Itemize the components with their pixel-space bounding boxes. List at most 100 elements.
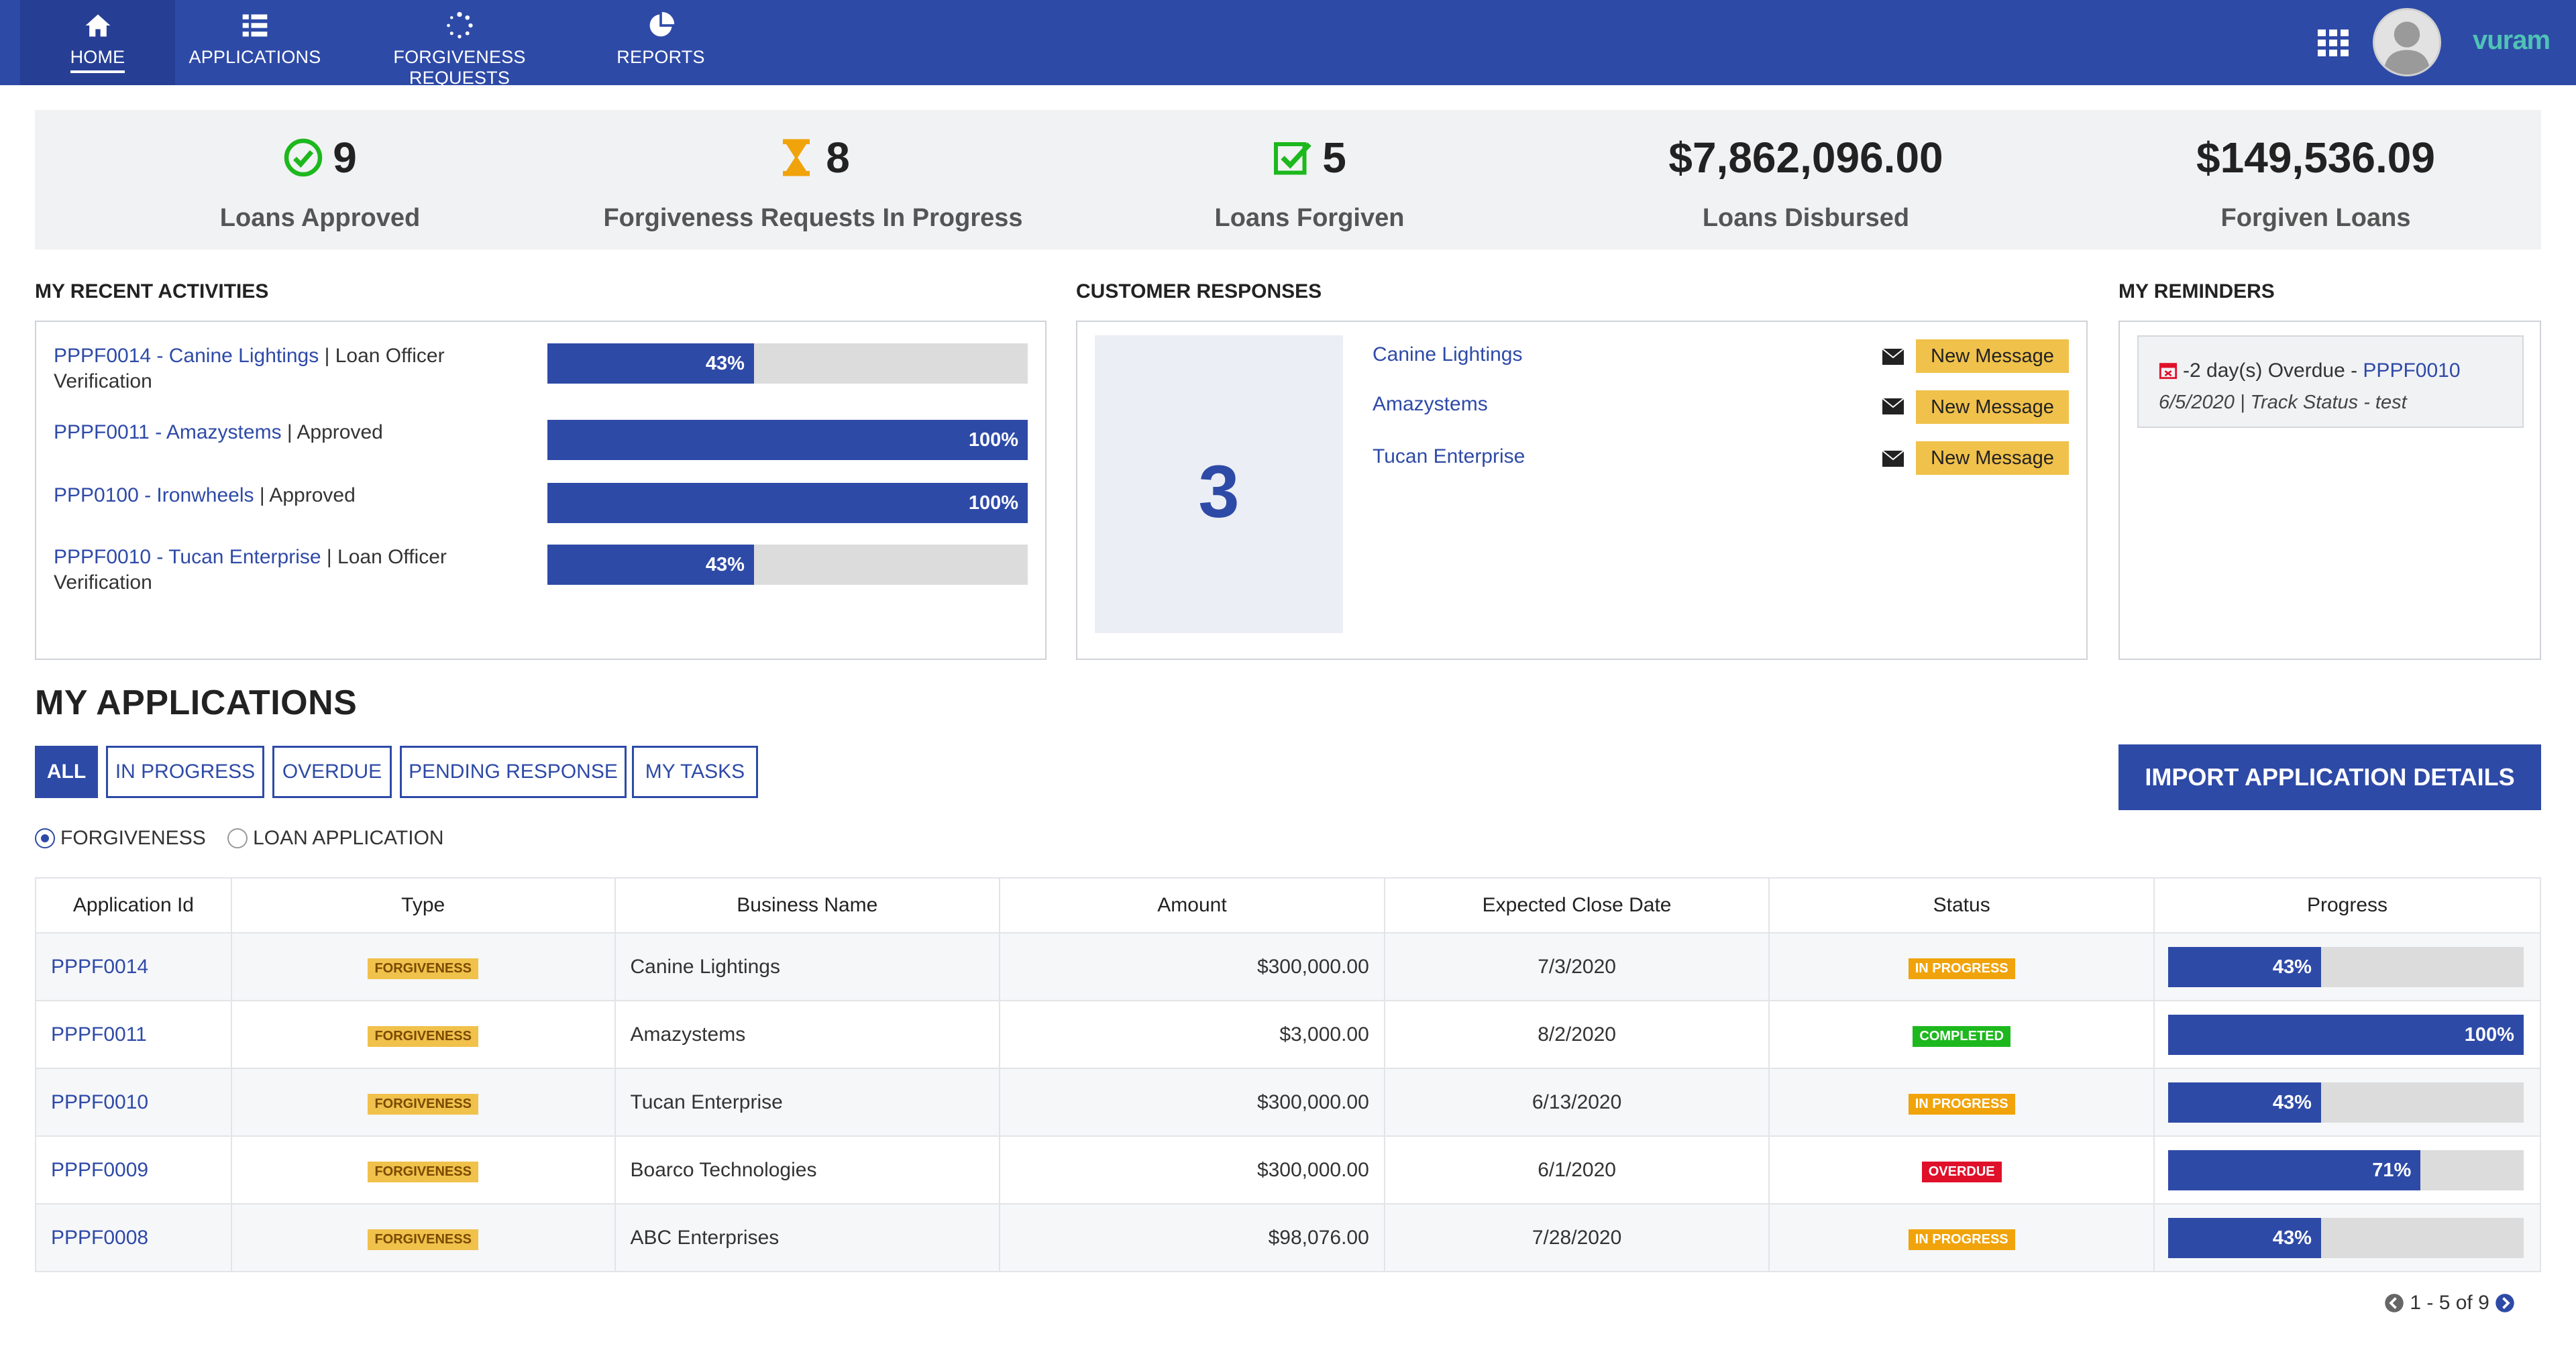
activity-sep: | <box>321 546 338 568</box>
type-badge: FORGIVENESS <box>368 1025 478 1047</box>
reminder-card[interactable]: -2 day(s) Overdue - PPPF0010 6/5/2020 | … <box>2137 335 2524 428</box>
activity-status: Approved <box>269 484 356 506</box>
grid-icon[interactable] <box>2318 30 2349 56</box>
nav-forgiveness-label: FORGIVENESS REQUESTS <box>393 47 526 88</box>
progress-label: 100% <box>2464 1023 2514 1046</box>
response-customer-link[interactable]: Canine Lightings <box>1373 343 1523 366</box>
expected-close-date: 7/3/2020 <box>1383 932 1770 1001</box>
application-type-radio-group: FORGIVENESS LOAN APPLICATION <box>35 827 460 850</box>
status-badge: OVERDUE <box>1921 1161 2002 1182</box>
activity-link[interactable]: PPPF0014 - Canine Lightings <box>54 345 319 367</box>
import-application-details-button[interactable]: IMPORT APPLICATION DETAILS <box>2118 744 2541 810</box>
customer-responses-title: CUSTOMER RESPONSES <box>1076 280 1322 302</box>
col-application-id[interactable]: Application Id <box>35 877 232 934</box>
table-row[interactable]: PPPF0011 FORGIVENESS Amazystems $3,000.0… <box>35 1000 2542 1069</box>
stat-label: Loans Forgiven <box>1214 204 1405 232</box>
status-badge: IN PROGRESS <box>1908 1229 2015 1250</box>
chevron-right-icon[interactable] <box>2495 1293 2515 1313</box>
filter-in-progress[interactable]: IN PROGRESS <box>106 746 264 798</box>
progress-fill <box>547 545 754 585</box>
application-id-link[interactable]: PPPF0009 <box>35 1135 232 1204</box>
application-id-link[interactable]: PPPF0010 <box>35 1068 232 1137</box>
chevron-left-icon[interactable] <box>2384 1293 2404 1313</box>
row-progress-bar: 100% <box>2167 1014 2524 1055</box>
table-row[interactable]: PPPF0014 FORGIVENESS Canine Lightings $3… <box>35 932 2542 1001</box>
progress-label: 100% <box>968 429 1018 451</box>
pagination-range: 1 - 5 of 9 <box>2410 1292 2489 1314</box>
nav-home[interactable]: HOME <box>20 0 175 85</box>
status-badge: IN PROGRESS <box>1908 958 2015 979</box>
activity-link[interactable]: PPPF0011 - Amazystems <box>54 421 282 443</box>
stat-value: $149,536.09 <box>2196 133 2435 182</box>
recent-activities-panel: PPPF0014 - Canine Lightings | Loan Offic… <box>35 321 1046 660</box>
progress-label: 43% <box>2272 1227 2312 1249</box>
nav-applications[interactable]: APPLICATIONS <box>188 0 322 85</box>
col-amount[interactable]: Amount <box>999 877 1385 934</box>
table-row[interactable]: PPPF0009 FORGIVENESS Boarco Technologies… <box>35 1135 2542 1204</box>
amount: $300,000.00 <box>999 932 1385 1001</box>
top-nav: HOME APPLICATIONS FORGIVENESS REQUESTS R… <box>0 0 2576 88</box>
application-id-link[interactable]: PPPF0011 <box>35 1000 232 1069</box>
col-expected-close-date[interactable]: Expected Close Date <box>1383 877 1770 934</box>
my-applications-title: MY APPLICATIONS <box>35 683 358 722</box>
application-id-link[interactable]: PPPF0014 <box>35 932 232 1001</box>
response-count: 3 <box>1198 451 1240 533</box>
hourglass-icon <box>783 139 810 176</box>
nav-reports-label: REPORTS <box>616 47 705 67</box>
radio-forgiveness[interactable] <box>35 828 55 848</box>
progress-fill <box>547 343 754 384</box>
table-header-row: Application Id Type Business Name Amount… <box>35 877 2542 934</box>
avatar[interactable] <box>2373 8 2441 76</box>
expected-close-date: 6/1/2020 <box>1383 1135 1770 1204</box>
col-progress[interactable]: Progress <box>2153 877 2542 934</box>
envelope-icon[interactable] <box>1882 398 1904 414</box>
nav-forgiveness-requests[interactable]: FORGIVENESS REQUESTS <box>349 0 570 88</box>
filter-overdue[interactable]: OVERDUE <box>272 746 392 798</box>
progress-fill <box>2167 1014 2524 1055</box>
progress-fill <box>547 483 1028 523</box>
radio-loan-application[interactable] <box>227 828 248 848</box>
radio-loan-application-label[interactable]: LOAN APPLICATION <box>253 827 444 849</box>
response-customer-link[interactable]: Amazystems <box>1373 393 1488 415</box>
reminder-link[interactable]: PPPF0010 <box>2363 359 2461 382</box>
table-row[interactable]: PPPF0008 FORGIVENESS ABC Enterprises $98… <box>35 1203 2542 1272</box>
activity-status: Loan Officer Verification <box>54 345 445 392</box>
application-id-link[interactable]: PPPF0008 <box>35 1203 232 1272</box>
col-status[interactable]: Status <box>1768 877 2155 934</box>
stat-label: Loans Approved <box>219 204 421 232</box>
table-row[interactable]: PPPF0010 FORGIVENESS Tucan Enterprise $3… <box>35 1068 2542 1137</box>
type-badge: FORGIVENESS <box>368 1161 478 1182</box>
business-name: ABC Enterprises <box>614 1203 1001 1272</box>
new-message-badge[interactable]: New Message <box>1916 390 2069 424</box>
envelope-icon[interactable] <box>1882 349 1904 365</box>
progress-fill <box>2167 1217 2321 1258</box>
progress-fill <box>2167 1149 2421 1190</box>
col-type[interactable]: Type <box>230 877 616 934</box>
activity-sep: | <box>319 345 335 367</box>
expected-close-date: 6/13/2020 <box>1383 1068 1770 1137</box>
envelope-icon[interactable] <box>1882 451 1904 467</box>
recent-activities-title: MY RECENT ACTIVITIES <box>35 280 269 302</box>
progress-label: 43% <box>2272 956 2312 978</box>
status-badge: COMPLETED <box>1913 1025 2010 1047</box>
stat-forgiveness-in-progress: 8 Forgiveness Requests In Progress <box>558 110 1068 249</box>
customer-responses-panel: 3 Canine Lightings New Message Amazystem… <box>1076 321 2088 660</box>
filter-my-tasks[interactable]: MY TASKS <box>632 746 758 798</box>
response-customer-link[interactable]: Tucan Enterprise <box>1373 445 1525 467</box>
list-icon <box>242 14 268 37</box>
filter-all[interactable]: ALL <box>35 746 98 798</box>
progress-fill <box>2167 1082 2321 1123</box>
new-message-badge[interactable]: New Message <box>1916 339 2069 373</box>
col-business-name[interactable]: Business Name <box>614 877 1001 934</box>
nav-reports[interactable]: REPORTS <box>604 0 718 85</box>
activity-link[interactable]: PPP0100 - Ironwheels <box>54 484 254 506</box>
amount: $98,076.00 <box>999 1203 1385 1272</box>
activity-link[interactable]: PPPF0010 - Tucan Enterprise <box>54 546 321 568</box>
filter-pending-response[interactable]: PENDING RESPONSE <box>400 746 627 798</box>
progress-fill <box>547 420 1028 460</box>
new-message-badge[interactable]: New Message <box>1916 441 2069 475</box>
radio-forgiveness-label[interactable]: FORGIVENESS <box>60 827 206 849</box>
progress-label: 71% <box>2372 1159 2412 1181</box>
type-badge: FORGIVENESS <box>368 958 478 979</box>
type-badge: FORGIVENESS <box>368 1093 478 1115</box>
